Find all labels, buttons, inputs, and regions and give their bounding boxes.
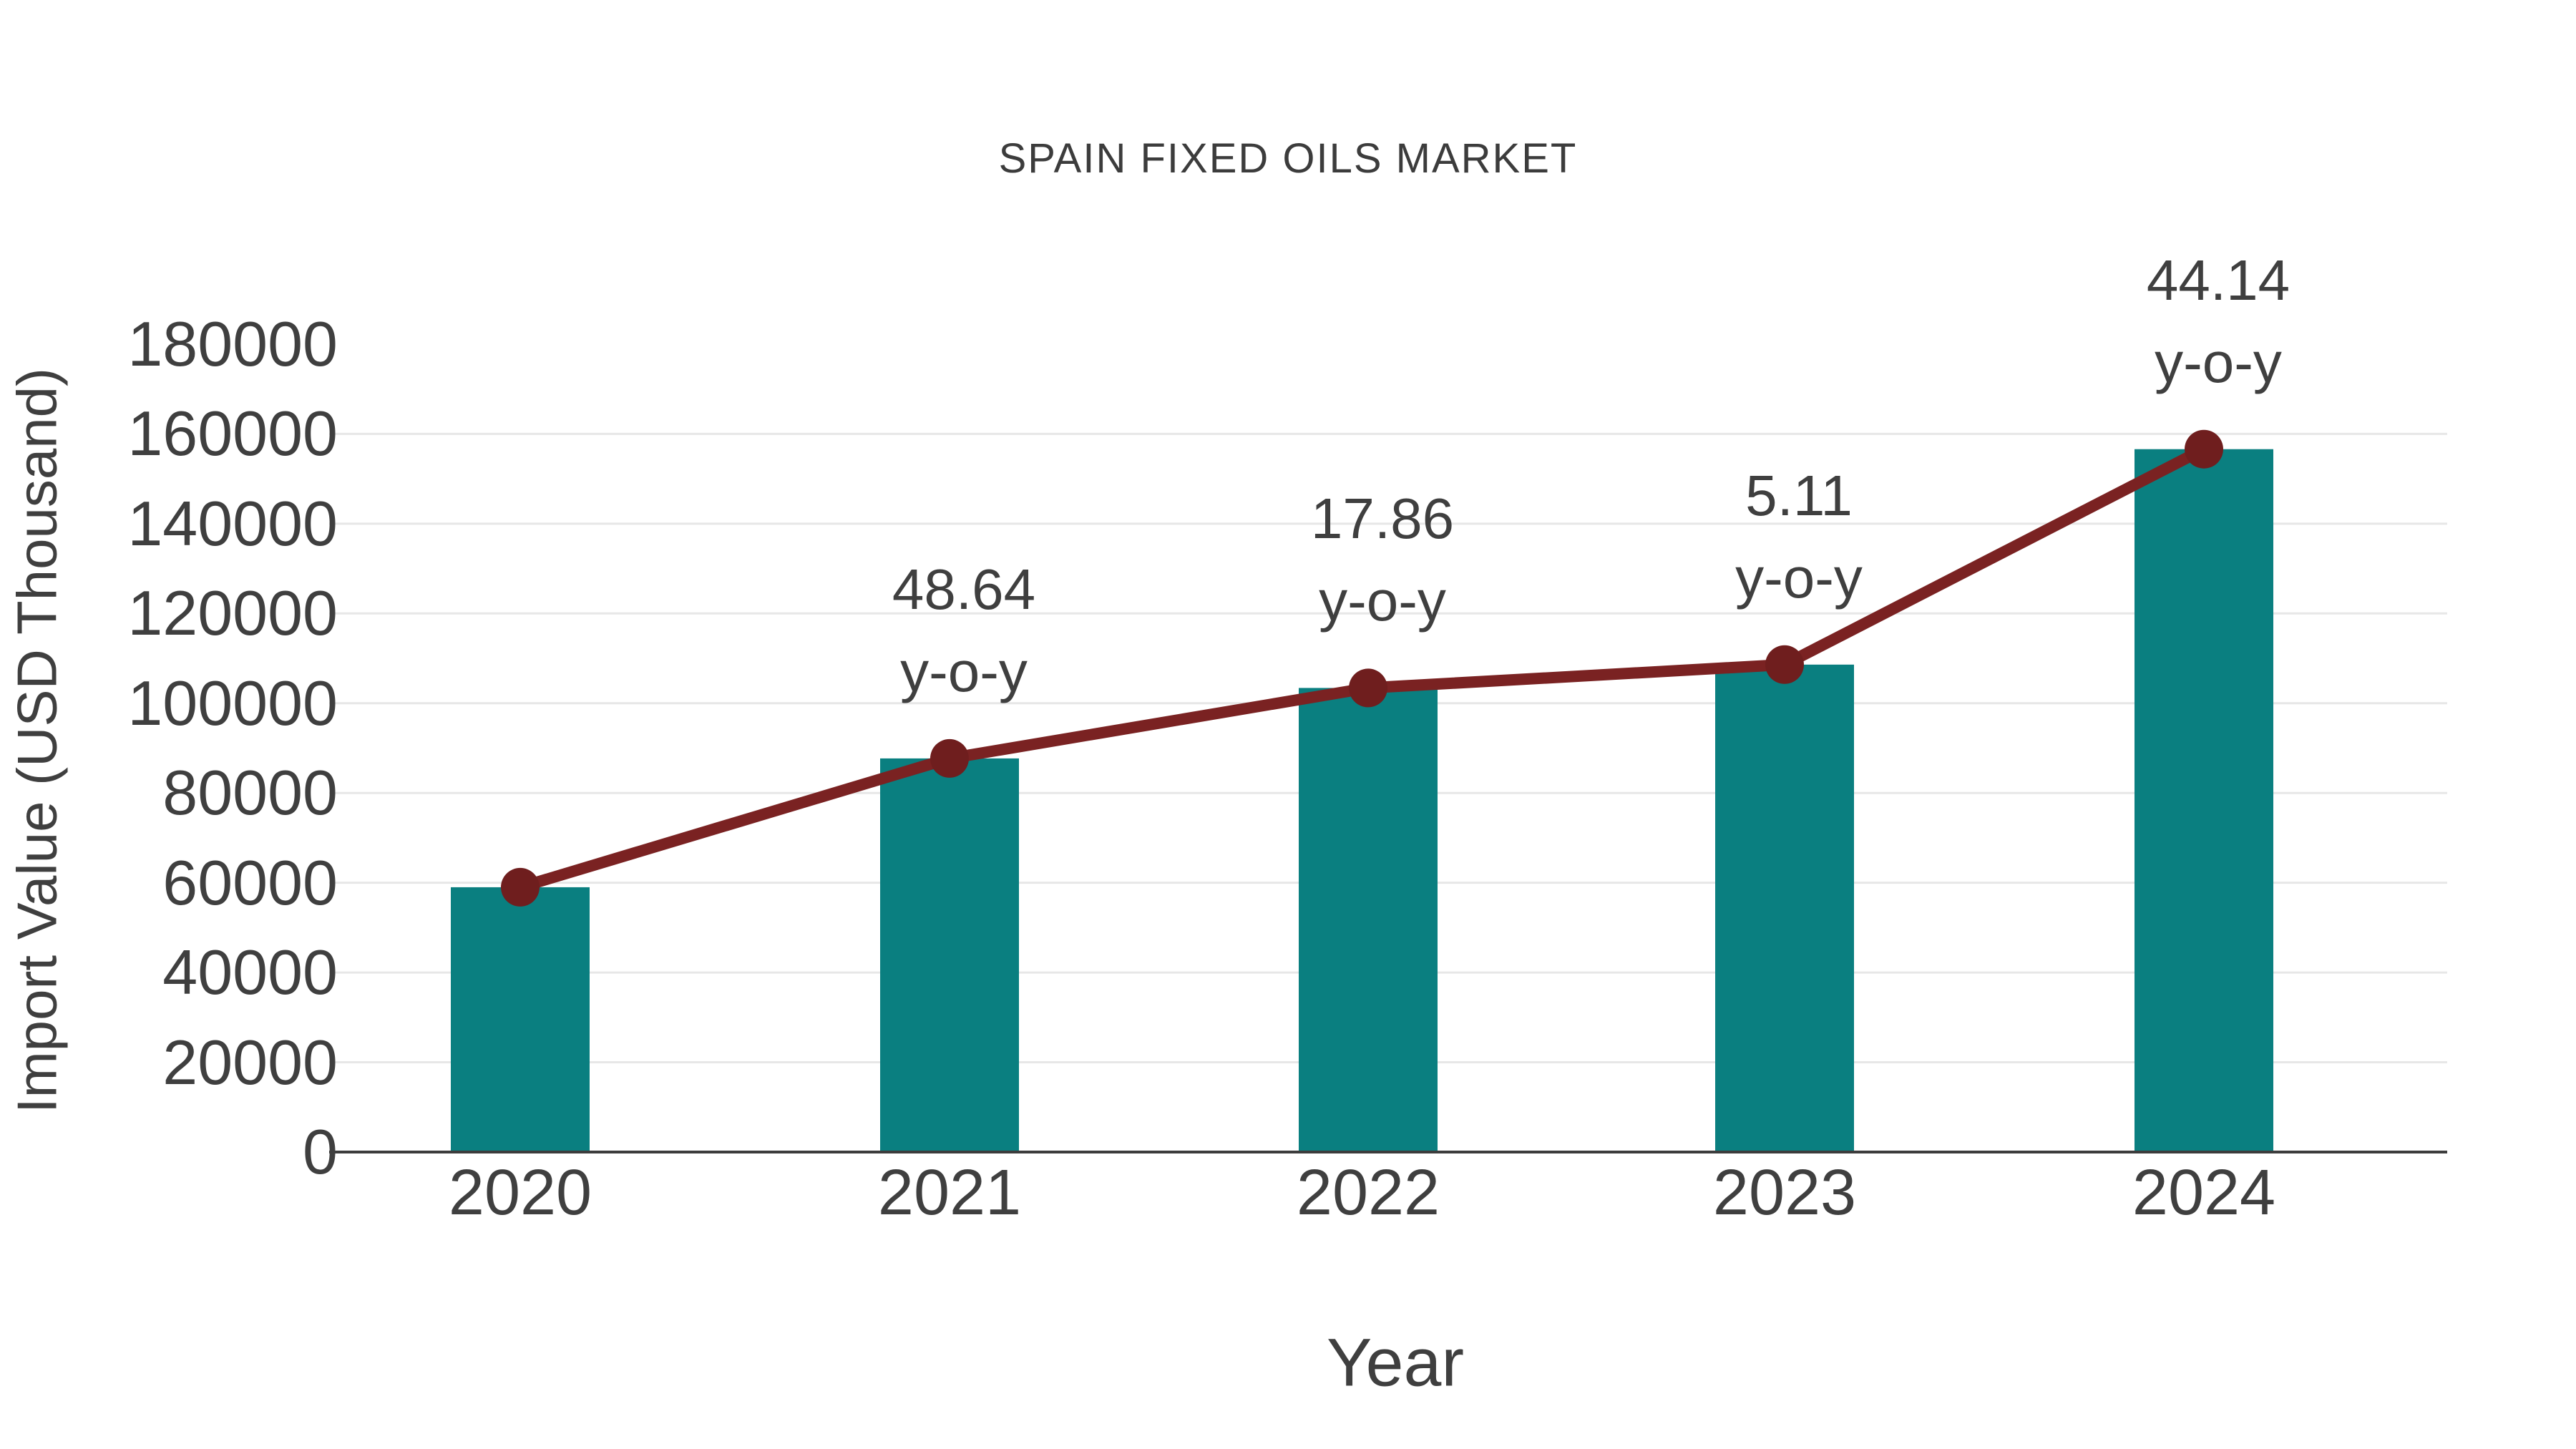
yoy-value-2022: 17.86 (1310, 487, 1455, 551)
x-tick-label-2020: 2020 (448, 1157, 592, 1229)
chart-title: SPAIN FIXED OILS MARKET (998, 135, 1578, 182)
y-tick-label-40000: 40000 (162, 937, 338, 1008)
marker-2022 (1349, 668, 1387, 708)
yoy-value-2023: 5.11 (1745, 463, 1853, 527)
x-tick-label-2021: 2021 (877, 1157, 1022, 1229)
marker-2024 (2185, 429, 2223, 469)
x-tick-label-2022: 2022 (1296, 1157, 1440, 1229)
y-tick-label-0: 0 (303, 1116, 338, 1187)
yoy-label-2022: y-o-y (1319, 569, 1446, 633)
marker-2023 (1765, 645, 1804, 684)
bar-2024 (2135, 449, 2273, 1152)
y-tick-label-60000: 60000 (162, 847, 338, 918)
bar-2023 (1715, 664, 1854, 1152)
yoy-value-2024: 44.14 (2146, 248, 2290, 312)
bar-2020 (451, 887, 590, 1152)
bar-2022 (1299, 688, 1438, 1152)
y-tick-label-160000: 160000 (127, 398, 338, 469)
bar-2021 (880, 758, 1019, 1152)
y-axis-title: Import Value (USD Thousand) (5, 368, 69, 1113)
line-markers (501, 429, 2223, 907)
yoy-label-2023: y-o-y (1735, 545, 1863, 610)
x-tick-label-2023: 2023 (1712, 1157, 1857, 1229)
y-tick-label-180000: 180000 (127, 308, 338, 379)
y-tick-label-120000: 120000 (127, 577, 338, 649)
bars (451, 449, 2273, 1152)
yoy-label-2024: y-o-y (2155, 330, 2282, 394)
y-tick-label-20000: 20000 (162, 1026, 338, 1098)
x-axis-title: Year (1327, 1324, 1464, 1401)
marker-2021 (930, 738, 969, 778)
y-tick-label-140000: 140000 (127, 487, 338, 559)
marker-2020 (501, 867, 540, 907)
yoy-value-2021: 48.64 (892, 557, 1036, 621)
y-tick-label-100000: 100000 (127, 667, 338, 738)
x-tick-label-2024: 2024 (2132, 1157, 2276, 1229)
y-tick-label-80000: 80000 (162, 757, 338, 829)
yoy-label-2021: y-o-y (900, 639, 1028, 703)
